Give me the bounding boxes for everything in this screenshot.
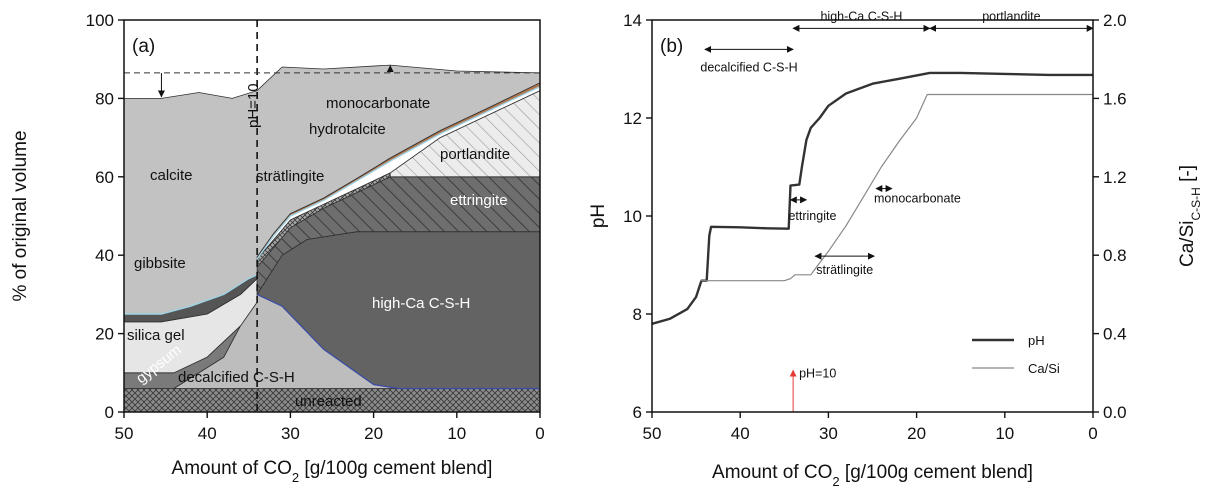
panel-a: calcite monocarbonate hydrotalcite portland…	[10, 11, 545, 485]
ph10-marker-label: pH=10	[799, 367, 836, 381]
x-tick-label: 40	[198, 424, 217, 443]
x-tick-label: 20	[907, 424, 926, 443]
series-line-ca-si	[700, 93, 1093, 282]
x-tick-label: 0	[535, 424, 544, 443]
label-high-ca-c-s-h: high-Ca C-S-H	[372, 295, 470, 312]
reference-lines	[124, 20, 540, 412]
legend-label-ph: pH	[1028, 333, 1045, 348]
y-axis-label: pH	[588, 204, 609, 228]
y-tick-label: 14	[623, 11, 642, 30]
y2-tick-label: 1.2	[1103, 168, 1127, 187]
x-tick-label: 10	[447, 424, 466, 443]
y-tick-label: 40	[95, 246, 114, 265]
series-lines	[651, 71, 1093, 325]
annotation-label-str-tlingite: strätlingite	[816, 263, 873, 277]
label-portlandite: portlandite	[440, 146, 510, 163]
label-hydrotalcite: hydrotalcite	[309, 121, 386, 138]
series-line-ph	[651, 71, 1093, 325]
y2-axis-label: Ca/SiC-S-H [-]	[1177, 165, 1203, 267]
label-calcite: calcite	[150, 167, 193, 184]
label-gibbsite: gibbsite	[134, 255, 186, 272]
y-tick-label: 80	[95, 89, 114, 108]
x-tick-label: 40	[731, 424, 750, 443]
x-tick-label: 50	[115, 424, 134, 443]
area-labels: calcite monocarbonate hydrotalcite portland…	[127, 36, 510, 410]
annotation-label-monocarbonate: monocarbonate	[874, 192, 961, 206]
y-tick-label: 6	[633, 403, 642, 422]
x-tick-label: 30	[281, 424, 300, 443]
csh-boundary-line	[256, 293, 540, 390]
axes: 50 40 30 20 10 0 6 8 10 12 14 0.0 0.4 0.8 1.2 1.6 2.0 Amo…	[588, 11, 1203, 488]
boundary-fringe-1	[124, 274, 258, 315]
y-axis-label: % of original volume	[10, 130, 31, 301]
panel-label-b: (b)	[660, 36, 683, 57]
annotation-label-ettringite: ettringite	[788, 209, 836, 223]
y-tick-label: 12	[623, 109, 642, 128]
label-monocarbonate: monocarbonate	[326, 95, 430, 112]
x-axis-label: Amount of CO2 [g/100g cement blend]	[712, 462, 1033, 488]
plot-frame	[123, 19, 541, 413]
panel-label-a: (a)	[132, 36, 155, 57]
x-tick-label: 30	[819, 424, 838, 443]
y-tick-label: 100	[86, 11, 114, 30]
annotation-label-decalcified-c-s-h: decalcified C-S-H	[700, 60, 797, 74]
x-tick-label: 10	[995, 424, 1014, 443]
label-unreacted: unreacted	[295, 393, 362, 410]
label-decalcified-c-s-h: decalcified C-S-H	[178, 369, 295, 386]
label-silica-gel: silica gel	[127, 327, 185, 344]
annotation-label-portlandite: portlandite	[982, 9, 1040, 23]
label-ph-10: pH=10	[245, 83, 262, 128]
y2-tick-label: 1.6	[1103, 89, 1127, 108]
x-axis-label: Amount of CO2 [g/100g cement blend]	[172, 458, 493, 485]
legend-label-ca-si: Ca/Si	[1028, 361, 1060, 376]
y2-tick-label: 0.0	[1103, 403, 1127, 422]
y2-tick-label: 0.4	[1103, 325, 1127, 344]
annotation-label-high-ca-c-s-h: high-Ca C-S-H	[820, 9, 902, 23]
y-tick-label: 60	[95, 168, 114, 187]
y2-tick-label: 0.8	[1103, 246, 1127, 265]
x-tick-label: 0	[1088, 424, 1097, 443]
plot-frame	[651, 19, 1094, 413]
legend: pH Ca/Si	[972, 333, 1060, 376]
area-layers	[123, 20, 541, 413]
y-tick-label: 20	[95, 325, 114, 344]
y-tick-label: 8	[633, 305, 642, 324]
label-ettringite: ettringite	[450, 192, 508, 209]
panel-b: decalcified C-S-H high-Ca C-S-H portlandit…	[588, 9, 1203, 488]
label-str-tlingite: strätlingite	[256, 168, 324, 185]
annotations: decalcified C-S-H high-Ca C-S-H portlandit…	[660, 9, 1094, 412]
y-tick-label: 10	[623, 207, 642, 226]
x-tick-label: 20	[364, 424, 383, 443]
y2-tick-label: 2.0	[1103, 11, 1127, 30]
x-tick-label: 50	[643, 424, 662, 443]
boundary-fringe-2	[256, 85, 541, 260]
y-tick-label: 0	[105, 403, 114, 422]
